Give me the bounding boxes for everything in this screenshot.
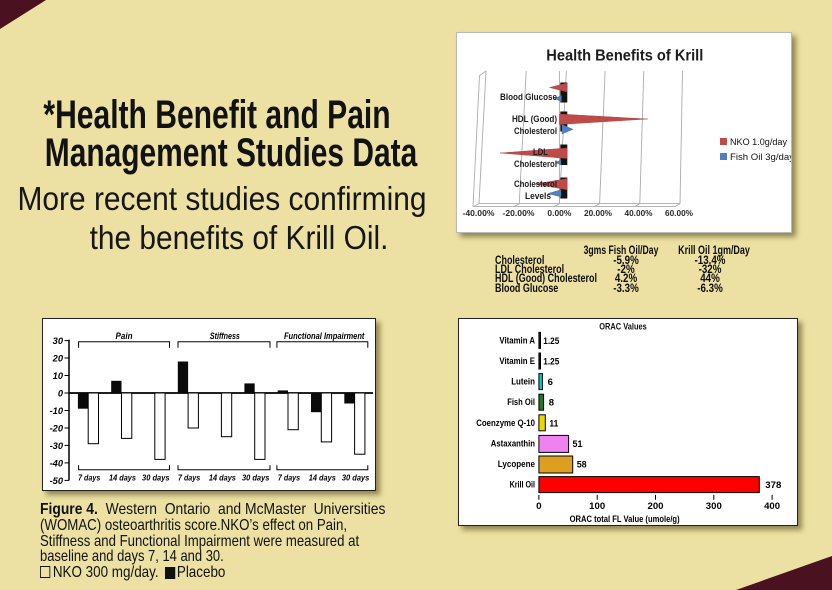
svg-text:-30: -30	[50, 441, 64, 451]
svg-text:14 days: 14 days	[309, 473, 336, 483]
svg-text:Fish Oil 3g/day: Fish Oil 3g/day	[730, 152, 791, 162]
svg-text:58: 58	[577, 460, 587, 471]
svg-text:Functional Impairment: Functional Impairment	[284, 331, 365, 341]
svg-text:ORAC Values: ORAC Values	[599, 321, 647, 332]
svg-text:6: 6	[548, 377, 553, 388]
svg-text:Blood Glucose: Blood Glucose	[500, 92, 557, 103]
svg-text:7 days: 7 days	[278, 473, 300, 483]
svg-text:60.00%: 60.00%	[665, 208, 694, 218]
svg-text:30: 30	[53, 336, 64, 346]
svg-text:0: 0	[536, 501, 542, 511]
svg-text:14 days: 14 days	[109, 473, 136, 483]
svg-text:Cholesterol: Cholesterol	[514, 126, 557, 137]
svg-text:Vitamin A: Vitamin A	[499, 335, 535, 345]
svg-text:Cholesterol: Cholesterol	[514, 159, 557, 170]
svg-text:NKO 1.0g/day: NKO 1.0g/day	[730, 137, 787, 147]
svg-text:0: 0	[58, 388, 64, 398]
svg-text:Health Benefits of Krill: Health Benefits of Krill	[546, 47, 703, 64]
svg-text:400: 400	[764, 501, 780, 511]
svg-text:HDL (Good): HDL (Good)	[512, 114, 557, 125]
svg-text:Fish Oil: Fish Oil	[507, 397, 535, 407]
svg-text:ORAC total FL Value (umole/g): ORAC total FL Value (umole/g)	[570, 514, 680, 524]
svg-text:8: 8	[549, 398, 554, 409]
svg-text:-20: -20	[50, 423, 64, 433]
svg-text:Levels: Levels	[525, 191, 551, 202]
svg-text:-50: -50	[50, 476, 64, 486]
svg-text:30 days: 30 days	[242, 473, 270, 483]
svg-text:51: 51	[573, 439, 584, 450]
svg-text:LDL: LDL	[533, 147, 548, 158]
svg-text:-20.00%: -20.00%	[503, 208, 536, 218]
svg-text:40.00%: 40.00%	[625, 208, 654, 218]
svg-text:30 days: 30 days	[142, 473, 170, 483]
svg-text:20: 20	[52, 353, 64, 363]
svg-text:7 days: 7 days	[78, 473, 100, 483]
svg-text:-40.00%: -40.00%	[463, 208, 496, 218]
svg-text:Stiffness: Stiffness	[210, 331, 240, 341]
svg-text:0.00%: 0.00%	[547, 208, 572, 218]
svg-text:20.00%: 20.00%	[584, 208, 613, 218]
svg-text:1.25: 1.25	[543, 357, 560, 368]
svg-text:Lutein: Lutein	[511, 377, 535, 387]
svg-text:14 days: 14 days	[209, 473, 236, 483]
svg-text:Vitamin E: Vitamin E	[499, 356, 535, 366]
svg-text:Krill Oil: Krill Oil	[510, 480, 535, 490]
svg-text:Lycopene: Lycopene	[498, 459, 535, 469]
svg-text:30 days: 30 days	[342, 473, 370, 483]
svg-text:Coenzyme Q-10: Coenzyme Q-10	[476, 418, 535, 428]
svg-text:300: 300	[706, 501, 722, 511]
svg-text:-40: -40	[50, 458, 64, 468]
svg-text:Pain: Pain	[116, 331, 133, 341]
svg-text:-10: -10	[50, 406, 64, 416]
svg-text:11: 11	[549, 418, 559, 429]
svg-text:100: 100	[589, 501, 605, 511]
svg-text:7 days: 7 days	[178, 473, 200, 483]
svg-text:10: 10	[53, 371, 64, 381]
svg-text:Cholesterol: Cholesterol	[514, 179, 557, 190]
svg-text:1.25: 1.25	[543, 336, 560, 347]
svg-text:378: 378	[765, 480, 781, 491]
svg-text:200: 200	[648, 501, 664, 511]
svg-text:Astaxanthin: Astaxanthin	[491, 438, 535, 448]
